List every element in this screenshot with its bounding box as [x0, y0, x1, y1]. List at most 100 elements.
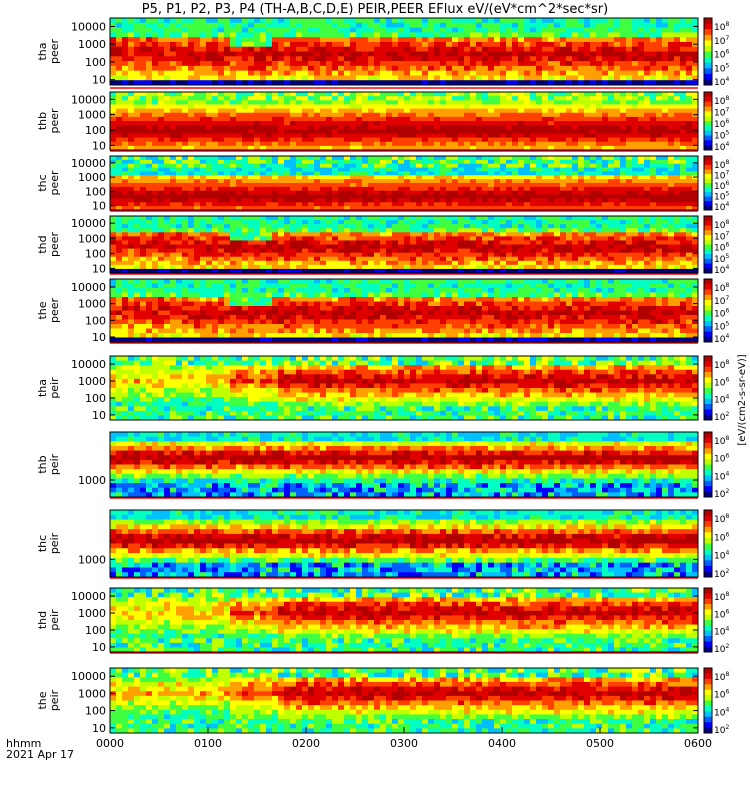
- heatmap-cell: [668, 32, 675, 37]
- heatmap-cell: [500, 92, 507, 97]
- heatmap-cell: [518, 52, 525, 57]
- heatmap-cell: [320, 138, 327, 143]
- heatmap-cell: [260, 42, 267, 47]
- heatmap-cell: [380, 129, 387, 134]
- heatmap-cell: [284, 23, 291, 28]
- heatmap-cell: [242, 18, 249, 23]
- heatmap-cell: [224, 109, 231, 114]
- heatmap-cell: [314, 71, 321, 76]
- heatmap-cell: [338, 75, 345, 80]
- heatmap-cell: [662, 56, 669, 61]
- heatmap-cell: [224, 92, 231, 97]
- heatmap-cell: [374, 125, 381, 130]
- heatmap-cell: [446, 138, 453, 143]
- heatmap-cell: [632, 37, 639, 42]
- heatmap-cell: [386, 125, 393, 130]
- heatmap-cell: [356, 109, 363, 114]
- heatmap-cell: [320, 109, 327, 114]
- heatmap-cell: [386, 66, 393, 71]
- heatmap-cell: [140, 121, 147, 126]
- heatmap-cell: [404, 23, 411, 28]
- heatmap-cell: [236, 100, 243, 105]
- heatmap-cell: [578, 32, 585, 37]
- heatmap-cell: [122, 142, 129, 147]
- heatmap-cell: [242, 113, 249, 118]
- heatmap-cell: [116, 71, 123, 76]
- heatmap-cell: [206, 71, 213, 76]
- heatmap-cell: [332, 133, 339, 138]
- heatmap-cell: [320, 47, 327, 52]
- heatmap-cell: [152, 75, 159, 80]
- heatmap-cell: [440, 138, 447, 143]
- heatmap-cell: [464, 32, 471, 37]
- heatmap-cell: [620, 23, 627, 28]
- heatmap-cell: [158, 121, 165, 126]
- heatmap-cell: [236, 117, 243, 122]
- heatmap-cell: [116, 28, 123, 33]
- heatmap-cell: [350, 61, 357, 66]
- heatmap-cell: [398, 52, 405, 57]
- heatmap-cell: [386, 109, 393, 114]
- heatmap-cell: [392, 133, 399, 138]
- heatmap-cell: [578, 28, 585, 33]
- heatmap-cell: [566, 42, 573, 47]
- heatmap-cell: [470, 28, 477, 33]
- heatmap-cell: [518, 56, 525, 61]
- heatmap-cell: [302, 133, 309, 138]
- heatmap-cell: [404, 129, 411, 134]
- heatmap-cell: [206, 121, 213, 126]
- heatmap-cell: [554, 56, 561, 61]
- heatmap-cell: [404, 92, 411, 97]
- heatmap-cell: [332, 32, 339, 37]
- heatmap-cell: [590, 23, 597, 28]
- heatmap-cell: [644, 23, 651, 28]
- heatmap-cell: [464, 37, 471, 42]
- heatmap-cell: [428, 32, 435, 37]
- heatmap-cell: [338, 42, 345, 47]
- heatmap-cell: [314, 100, 321, 105]
- heatmap-cell: [548, 66, 555, 71]
- heatmap-cell: [338, 32, 345, 37]
- heatmap-cell: [278, 52, 285, 57]
- heatmap-cell: [398, 18, 405, 23]
- heatmap-cell: [308, 47, 315, 52]
- heatmap-cell: [542, 61, 549, 66]
- heatmap-cell: [302, 113, 309, 118]
- heatmap-cell: [662, 52, 669, 57]
- heatmap-cell: [680, 28, 687, 33]
- heatmap-cell: [362, 121, 369, 126]
- heatmap-cell: [170, 104, 177, 109]
- heatmap-cell: [446, 75, 453, 80]
- heatmap-cell: [116, 18, 123, 23]
- heatmap-cell: [176, 66, 183, 71]
- heatmap-cell: [206, 142, 213, 147]
- heatmap-cell: [290, 28, 297, 33]
- heatmap-cell: [218, 100, 225, 105]
- heatmap-cell: [332, 47, 339, 52]
- heatmap-cell: [290, 100, 297, 105]
- heatmap-cell: [236, 125, 243, 130]
- heatmap-cell: [194, 75, 201, 80]
- heatmap-cell: [614, 32, 621, 37]
- heatmap-cell: [476, 37, 483, 42]
- heatmap-cell: [404, 138, 411, 143]
- heatmap-cell: [410, 133, 417, 138]
- heatmap-cell: [362, 109, 369, 114]
- heatmap-cell: [284, 133, 291, 138]
- heatmap-cell: [230, 113, 237, 118]
- heatmap-cell: [212, 37, 219, 42]
- heatmap-cell: [392, 113, 399, 118]
- heatmap-cell: [638, 71, 645, 76]
- heatmap-cell: [140, 71, 147, 76]
- heatmap-cell: [542, 71, 549, 76]
- heatmap-cell: [242, 71, 249, 76]
- heatmap-cell: [290, 66, 297, 71]
- heatmap-cell: [410, 66, 417, 71]
- heatmap-cell: [128, 23, 135, 28]
- heatmap-cell: [278, 109, 285, 114]
- heatmap-cell: [398, 125, 405, 130]
- heatmap-cell: [338, 142, 345, 147]
- heatmap-cell: [458, 52, 465, 57]
- heatmap-cell: [350, 47, 357, 52]
- heatmap-cell: [254, 23, 261, 28]
